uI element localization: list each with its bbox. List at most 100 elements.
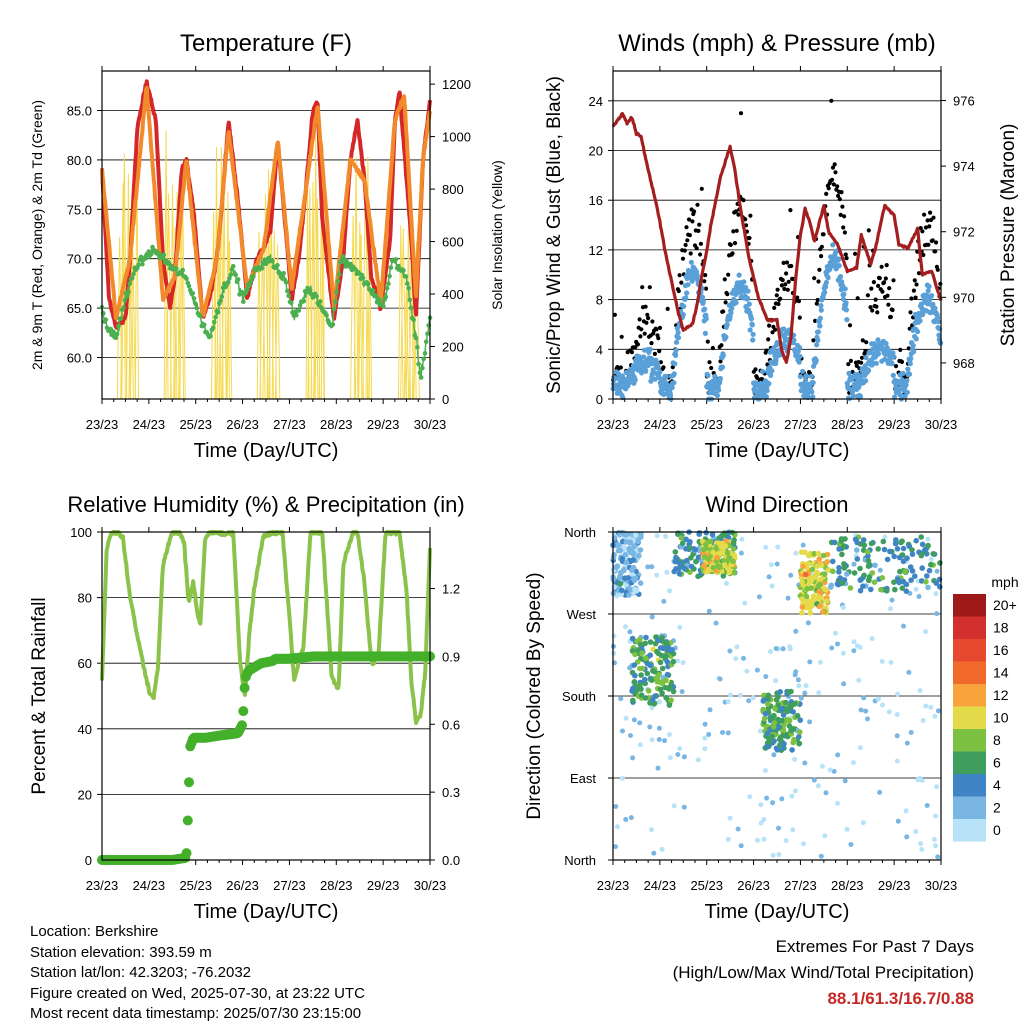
gust-point xyxy=(821,232,826,237)
direction-point xyxy=(772,706,778,712)
direction-point xyxy=(865,716,870,722)
direction-point xyxy=(934,784,940,790)
wind-point xyxy=(764,388,770,394)
y-tick-label-temp: 85.0 xyxy=(67,104,92,119)
direction-point xyxy=(933,843,938,849)
wind-point xyxy=(886,348,892,354)
direction-point xyxy=(728,692,733,698)
dewpoint-point xyxy=(334,289,339,295)
wind-point xyxy=(904,378,910,384)
speed-legend-title: mph xyxy=(991,574,1018,590)
dewpoint-point xyxy=(281,271,287,276)
direction-point xyxy=(630,550,637,556)
gust-point xyxy=(840,204,845,209)
legend-swatch xyxy=(953,616,986,639)
direction-point xyxy=(780,732,786,739)
dewpoint-point xyxy=(425,331,430,337)
dewpoint-point xyxy=(191,296,197,301)
direction-point xyxy=(714,554,720,561)
gust-point xyxy=(859,355,865,360)
wind-point xyxy=(836,263,842,269)
direction-point xyxy=(799,596,805,602)
gust-point xyxy=(733,209,739,214)
dewpoint-point xyxy=(161,252,167,258)
direction-point xyxy=(642,640,648,647)
direction-point xyxy=(933,580,940,586)
wind-point xyxy=(750,337,756,343)
direction-point xyxy=(639,650,645,656)
direction-point xyxy=(877,567,883,573)
direction-point xyxy=(815,550,822,557)
direction-point xyxy=(696,530,703,536)
gust-point xyxy=(696,228,701,233)
direction-point xyxy=(764,744,771,750)
wind-point xyxy=(813,357,819,363)
relative-humidity-series xyxy=(100,530,432,725)
direction-point xyxy=(670,658,677,665)
direction-point xyxy=(629,571,635,577)
direction-point xyxy=(827,767,833,773)
gust-point xyxy=(933,249,938,254)
direction-point xyxy=(847,585,854,591)
direction-point xyxy=(688,563,695,570)
gust-point xyxy=(665,306,670,311)
wind-point xyxy=(863,378,869,384)
wind-point xyxy=(702,330,709,336)
direction-point xyxy=(692,546,699,553)
direction-point xyxy=(762,711,769,717)
y-tick-label-temp: 60.0 xyxy=(67,351,92,366)
direction-point xyxy=(806,552,812,559)
gust-point xyxy=(871,280,877,285)
direction-point xyxy=(923,703,929,709)
gust-point xyxy=(685,238,690,243)
direction-point xyxy=(761,836,767,842)
direction-point xyxy=(844,826,850,832)
direction-point xyxy=(872,562,878,569)
gust-point xyxy=(890,307,895,313)
direction-point xyxy=(662,738,667,744)
direction-point xyxy=(800,563,806,570)
direction-point xyxy=(667,732,672,738)
dewpoint-point xyxy=(360,275,366,281)
gust-point xyxy=(882,280,887,285)
direction-point xyxy=(695,757,701,763)
y-tick-label-temp: 80.0 xyxy=(67,153,92,168)
y-right-tick-label-solar: 1000 xyxy=(442,130,471,145)
gust-point xyxy=(916,271,922,276)
direction-point xyxy=(858,707,864,713)
wind-point xyxy=(925,288,931,294)
x-axis-label-1: Time (Day/UTC) xyxy=(705,440,850,462)
direction-point xyxy=(734,644,740,650)
direction-point xyxy=(664,671,671,678)
direction-point xyxy=(823,598,830,604)
gust-point xyxy=(842,230,848,235)
solar-spike xyxy=(165,193,172,400)
direction-point xyxy=(756,594,762,600)
legend-label: 20+ xyxy=(993,597,1017,613)
wind-point xyxy=(750,331,756,337)
direction-point xyxy=(693,558,699,565)
direction-point xyxy=(792,672,798,678)
wind-point xyxy=(729,305,735,311)
direction-point xyxy=(667,588,672,594)
y-right-tick-label-precip: 0.0 xyxy=(442,853,460,868)
gust-point xyxy=(784,260,790,265)
legend-swatch xyxy=(953,751,986,774)
direction-point xyxy=(835,800,840,806)
wind-point xyxy=(712,373,718,379)
direction-point xyxy=(717,564,723,570)
gust-point xyxy=(687,233,693,238)
gust-point xyxy=(657,349,662,354)
direction-point xyxy=(622,532,629,538)
direction-point xyxy=(706,732,712,737)
dewpoint-point xyxy=(421,356,427,362)
gust-point xyxy=(906,346,911,351)
direction-point xyxy=(935,708,941,714)
y-right-tick-label-solar: 0 xyxy=(442,392,449,407)
dewpoint-point xyxy=(228,272,233,278)
wind-point xyxy=(935,315,941,321)
x-tick-label-1: 23/23 xyxy=(597,417,630,432)
gust-point xyxy=(884,263,889,268)
dewpoint-point xyxy=(387,273,392,279)
station-elevation: Station elevation: 393.59 m xyxy=(30,943,212,961)
